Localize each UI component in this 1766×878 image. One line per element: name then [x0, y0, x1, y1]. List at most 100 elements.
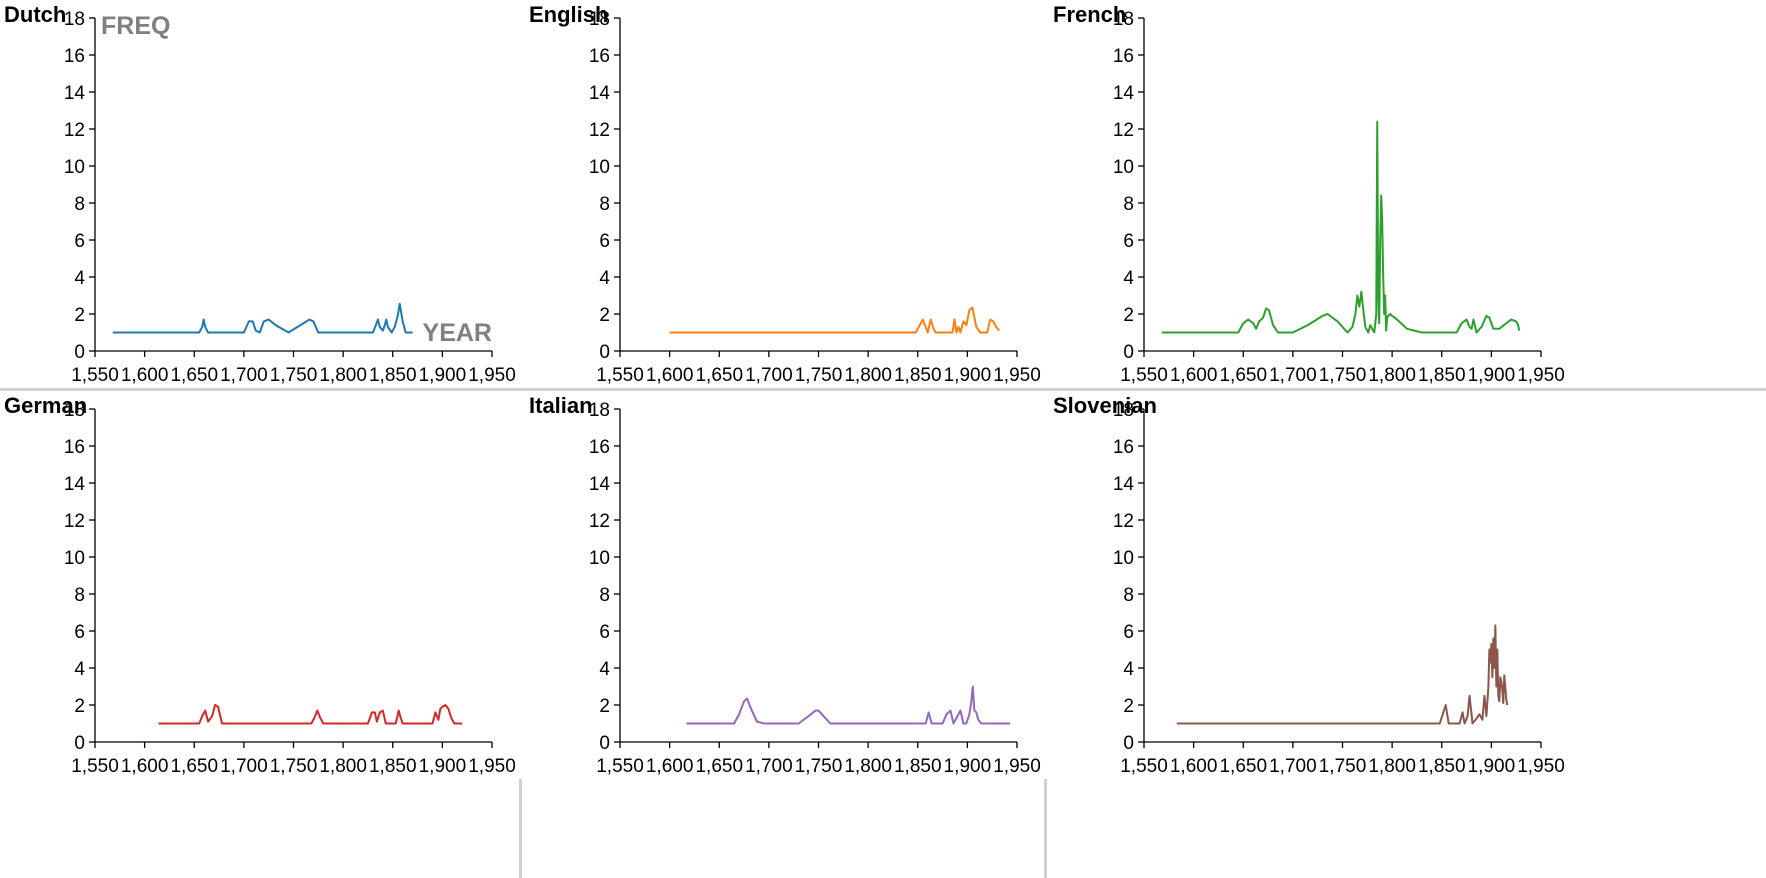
- y-tick-label: 0: [74, 342, 85, 363]
- y-tick-label: 14: [589, 83, 611, 104]
- y-tick-label: 6: [74, 622, 85, 643]
- x-tick-label: 1,550: [596, 756, 644, 777]
- y-tick-label: 8: [1123, 194, 1134, 215]
- x-tick-label: 1,950: [1517, 756, 1565, 777]
- y-tick-label: 6: [599, 622, 610, 643]
- y-tick-label: 6: [599, 231, 610, 252]
- y-tick-label: 8: [599, 194, 610, 215]
- y-tick-label: 4: [74, 659, 85, 680]
- y-tick-label: 4: [599, 659, 610, 680]
- y-tick-label: 12: [589, 120, 610, 141]
- y-tick-label: 10: [64, 157, 85, 178]
- x-tick-label: 1,850: [369, 756, 417, 777]
- y-tick-label: 14: [1113, 83, 1135, 104]
- y-tick-label: 8: [74, 585, 85, 606]
- y-tick-label: 14: [1113, 474, 1135, 495]
- y-tick-label: 18: [1113, 9, 1134, 30]
- y-tick-label: 12: [64, 511, 85, 532]
- x-tick-label: 1,700: [1269, 365, 1317, 386]
- y-tick-label: 12: [589, 511, 610, 532]
- panel-title: English: [529, 2, 609, 27]
- series-line-german: [158, 704, 463, 725]
- chart-panel-german: German 0 2 4 6 8 10 12 14 16 18 1,550 1,600 1,650 1,70…: [0, 391, 522, 779]
- x-tick-label: 1,750: [1319, 365, 1367, 386]
- y-tick-label: 8: [599, 585, 610, 606]
- y-tick-label: 10: [1113, 157, 1134, 178]
- y-tick-label: 2: [1123, 696, 1134, 717]
- panel-title: Dutch: [4, 2, 67, 27]
- y-tick-label: 18: [589, 400, 610, 421]
- y-tick-label: 14: [64, 83, 86, 104]
- y-tick-label: 18: [1113, 400, 1134, 421]
- chart-svg: 0 2 4 6 8 10 12 14 16 18 1,550 1,600 1,650 1,700 1,750…: [1113, 400, 1565, 777]
- y-tick-label: 10: [589, 157, 610, 178]
- x-tick-label: 1,600: [1170, 756, 1218, 777]
- y-tick-label: 0: [1123, 342, 1134, 363]
- y-tick-label: 16: [1113, 437, 1134, 458]
- x-tick-label: 1,700: [1269, 756, 1317, 777]
- chart-svg: 0 2 4 6 8 10 12 14 16 18 1,550 1,600 1,650 1,700 1,750…: [64, 400, 516, 777]
- x-tick-label: 1,800: [844, 756, 892, 777]
- y-tick-label: 12: [1113, 511, 1134, 532]
- y-tick-label: 14: [64, 474, 86, 495]
- chart-panel-slovenian: Slovenian 0 2 4 6 8 10 12 14 16 18 1,550 1,600 1,650 1…: [1049, 391, 1571, 779]
- x-tick-label: 1,600: [1170, 365, 1218, 386]
- y-tick-label: 18: [64, 400, 85, 421]
- y-tick-label: 6: [1123, 622, 1134, 643]
- chart-svg: 0 2 4 6 8 10 12 14 16 18 1,550 1,600 1,650 1,700 1,750…: [589, 9, 1041, 386]
- y-tick-label: 0: [599, 342, 610, 363]
- y-tick-label: 10: [1113, 548, 1134, 569]
- y-tick-label: 16: [64, 437, 85, 458]
- x-tick-label: 1,800: [1368, 756, 1416, 777]
- x-tick-label: 1,650: [695, 756, 743, 777]
- x-tick-label: 1,700: [745, 365, 793, 386]
- x-tick-label: 1,850: [369, 365, 417, 386]
- y-tick-label: 8: [74, 194, 85, 215]
- x-tick-label: 1,800: [319, 756, 367, 777]
- x-tick-label: 1,850: [894, 365, 942, 386]
- y-tick-label: 16: [589, 437, 610, 458]
- y-tick-label: 16: [1113, 46, 1134, 67]
- x-tick-label: 1,950: [468, 365, 516, 386]
- y-tick-label: 12: [1113, 120, 1134, 141]
- x-tick-label: 1,550: [596, 365, 644, 386]
- x-tick-label: 1,900: [419, 756, 467, 777]
- y-tick-label: 8: [1123, 585, 1134, 606]
- chart-panel-english: English 0 2 4 6 8 10 12 14 16 18 1,550 1,600 1,650 1,7…: [525, 0, 1047, 388]
- x-tick-label: 1,750: [270, 756, 318, 777]
- series-line-dutch: [112, 302, 413, 334]
- y-tick-label: 16: [589, 46, 610, 67]
- y-axis-title: FREQ: [101, 12, 170, 40]
- x-tick-label: 1,950: [993, 365, 1041, 386]
- y-tick-label: 4: [74, 268, 85, 289]
- x-tick-label: 1,900: [944, 365, 992, 386]
- x-tick-label: 1,750: [795, 365, 843, 386]
- panel-title: French: [1053, 2, 1127, 27]
- x-tick-label: 1,950: [993, 756, 1041, 777]
- x-tick-label: 1,650: [170, 756, 218, 777]
- chart-svg: 0 2 4 6 8 10 12 14 16 18 1,550 1,600 1,650 1,700 1,750…: [589, 400, 1041, 777]
- x-axis-title: YEAR: [423, 319, 492, 347]
- series-line-italian: [686, 685, 1011, 725]
- y-tick-label: 12: [64, 120, 85, 141]
- y-tick-label: 4: [599, 268, 610, 289]
- y-tick-label: 10: [589, 548, 610, 569]
- x-tick-label: 1,900: [944, 756, 992, 777]
- chart-panel-dutch: Dutch 0 2 4 6 8 10 12 14 16 18 1,550 1,600 1,650 1,700…: [0, 0, 522, 388]
- x-tick-label: 1,800: [1368, 365, 1416, 386]
- x-tick-label: 1,900: [419, 365, 467, 386]
- horizontal-divider: [0, 388, 1766, 391]
- x-tick-label: 1,550: [1120, 756, 1168, 777]
- x-tick-label: 1,550: [71, 756, 119, 777]
- y-tick-label: 2: [74, 696, 85, 717]
- x-tick-label: 1,550: [1120, 365, 1168, 386]
- x-tick-label: 1,700: [220, 365, 268, 386]
- x-tick-label: 1,550: [71, 365, 119, 386]
- x-tick-label: 1,950: [1517, 365, 1565, 386]
- y-tick-label: 2: [599, 696, 610, 717]
- chart-panel-french: French 0 2 4 6 8 10 12 14 16 18 1,550 1,600 1,650 1,70…: [1049, 0, 1571, 388]
- x-tick-label: 1,600: [121, 756, 169, 777]
- x-tick-label: 1,850: [894, 756, 942, 777]
- y-tick-label: 16: [64, 46, 85, 67]
- x-tick-label: 1,750: [270, 365, 318, 386]
